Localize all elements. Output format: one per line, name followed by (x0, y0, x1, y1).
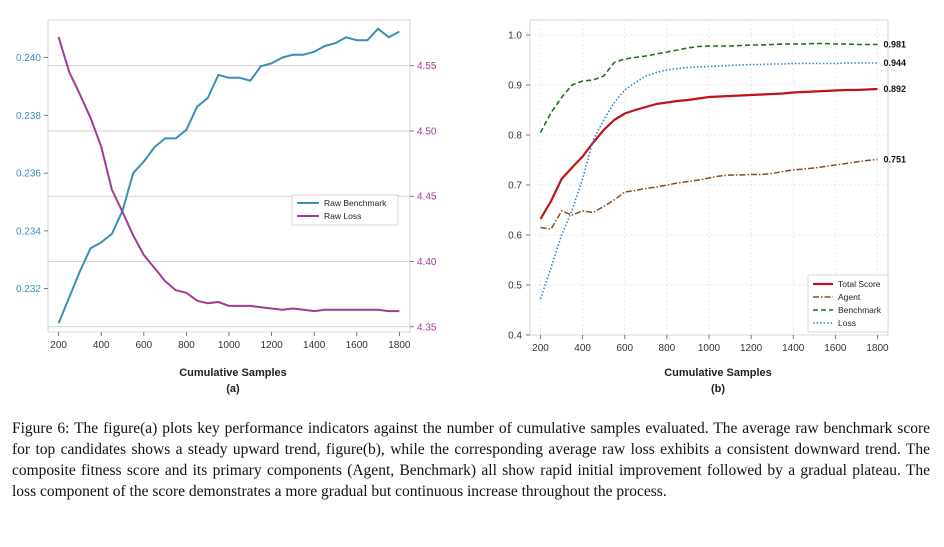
panel-b-label: (b) (711, 383, 725, 395)
y-right-tick-label: 4.50 (417, 126, 437, 137)
x-tick-label: 1800 (866, 343, 889, 354)
figure-canvas: 200 400 600 800 1000 1200 1400 1600 1800 0.2320.… (16, 19, 906, 395)
series-line-benchmark (539, 42, 878, 133)
panel-b-series (539, 42, 878, 300)
y-tick-label: 0.5 (508, 281, 522, 292)
x-tick-label: 1000 (698, 343, 721, 354)
y-tick-label: 0.7 (508, 181, 522, 192)
x-tick-label: 1600 (346, 340, 369, 351)
y-right-tick-label: 4.55 (417, 61, 437, 72)
panel-b-gridlines (530, 20, 888, 336)
y-tick-label: 0.4 (508, 331, 522, 342)
legend-box (291, 194, 399, 226)
panel-a-legend: Raw Benchmark Raw Loss (291, 194, 399, 226)
x-tick-label: 200 (50, 340, 67, 351)
x-tick-label: 1200 (260, 340, 283, 351)
panel-b-x-ticks: 200 400 600 800 1000 1200 1400 1600 1800 (532, 335, 889, 354)
x-tick-label: 800 (178, 340, 195, 351)
series-line-raw-benchmark (57, 27, 400, 324)
y-tick-label: 0.6 (508, 231, 522, 242)
panel-b-legend: Total Score Agent Benchmark Loss (807, 274, 889, 333)
panel-a-x-axis-label: Cumulative Samples (179, 367, 287, 379)
x-tick-label: 200 (532, 343, 549, 354)
panel-b-x-axis-label: Cumulative Samples (664, 367, 772, 379)
x-tick-label: 1200 (740, 343, 763, 354)
x-tick-label: 400 (93, 340, 110, 351)
y-left-tick-label: 0.232 (16, 284, 41, 295)
legend-label-raw-loss: Raw Loss (324, 211, 361, 221)
x-tick-label: 600 (135, 340, 152, 351)
panel-a-series (57, 27, 400, 324)
series-line-loss (539, 62, 878, 300)
y-tick-label: 0.9 (508, 81, 522, 92)
x-tick-label: 400 (574, 343, 591, 354)
y-right-tick-label: 4.45 (417, 192, 437, 203)
x-tick-label: 1800 (388, 340, 411, 351)
panel-a: 200 400 600 800 1000 1200 1400 1600 1800 0.2320.… (16, 19, 437, 395)
x-tick-label: 600 (616, 343, 633, 354)
panel-a-x-ticks: 200 400 600 800 1000 1200 1400 1600 1800 (50, 332, 411, 351)
end-label-benchmark: 0.981 (883, 40, 906, 50)
x-tick-label: 800 (659, 343, 676, 354)
legend-label-benchmark: Benchmark (838, 305, 882, 315)
panel-b-end-labels: 0.892 0.751 0.981 0.944 (883, 40, 906, 165)
end-label-loss: 0.944 (883, 58, 906, 68)
y-left-tick-label: 0.240 (16, 53, 41, 64)
x-tick-label: 1400 (782, 343, 805, 354)
panel-a-y-left-ticks: 0.232 0.234 0.236 0.238 0.240 (16, 53, 48, 295)
panel-b: 200 400 600 800 1000 1200 1400 1600 1800 0.40.50… (508, 19, 906, 395)
figure-caption: Figure 6: The figure(a) plots key perfor… (12, 420, 930, 500)
legend-label-total-score: Total Score (838, 279, 881, 289)
panel-a-frame (47, 19, 411, 333)
panel-a-label: (a) (226, 383, 240, 395)
panel-b-y-ticks: 0.4 0.5 0.6 0.7 0.8 0.9 1.0 (508, 31, 530, 342)
series-line-raw-loss (57, 36, 400, 313)
panel-a-gridlines (48, 65, 410, 328)
y-tick-label: 1.0 (508, 31, 522, 42)
series-line-agent (540, 158, 878, 230)
legend-label-raw-benchmark: Raw Benchmark (324, 198, 387, 208)
x-tick-label: 1000 (218, 340, 241, 351)
y-right-tick-label: 4.40 (417, 257, 437, 268)
end-label-total-score: 0.892 (883, 84, 906, 94)
y-tick-label: 0.8 (508, 131, 522, 142)
x-tick-label: 1400 (303, 340, 326, 351)
series-line-total-score (539, 87, 878, 220)
y-right-tick-label: 4.35 (417, 322, 437, 333)
legend-label-agent: Agent (838, 292, 861, 302)
legend-label-loss: Loss (838, 318, 856, 328)
panel-a-y-right-ticks: 4.35 4.40 4.45 4.50 4.55 (410, 61, 437, 333)
end-label-agent: 0.751 (883, 155, 906, 165)
y-left-tick-label: 0.236 (16, 169, 41, 180)
y-left-tick-label: 0.234 (16, 226, 41, 237)
x-tick-label: 1600 (824, 343, 847, 354)
y-left-tick-label: 0.238 (16, 111, 41, 122)
